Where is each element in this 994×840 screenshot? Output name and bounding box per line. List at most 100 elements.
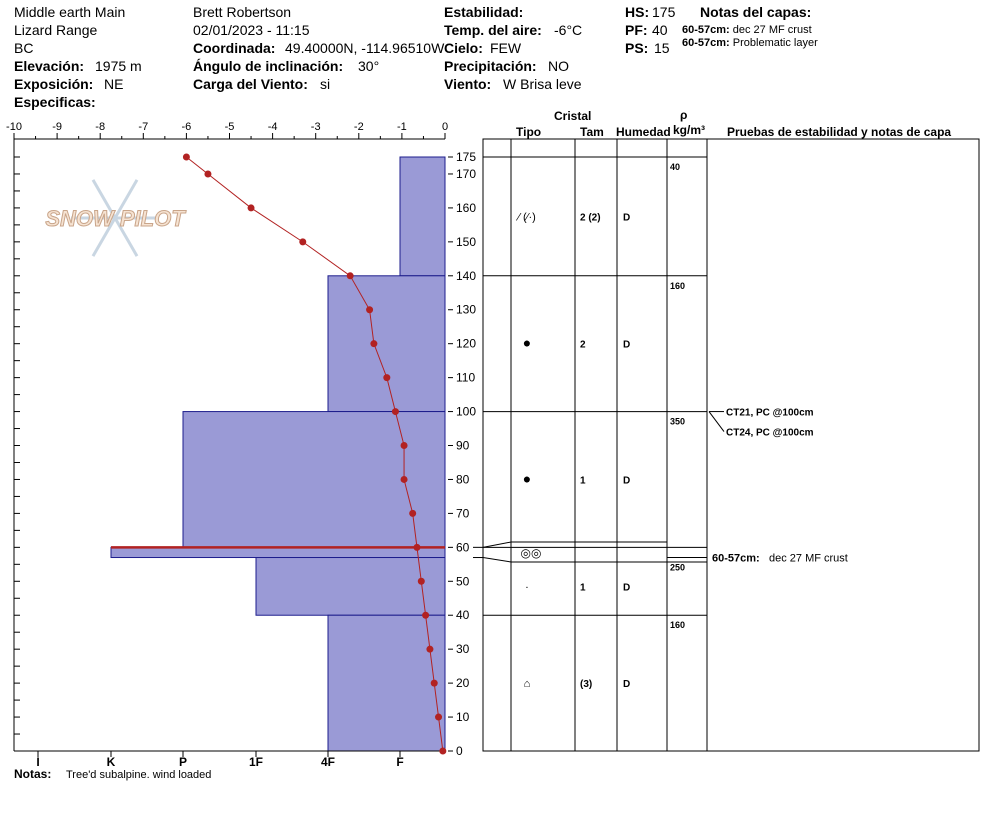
- height-tick-label: 130: [456, 303, 476, 317]
- moisture-value: D: [623, 582, 630, 593]
- wind-load-value: si: [320, 76, 331, 92]
- aspect-value: NE: [104, 76, 124, 92]
- layer-note-text: Problematic layer: [732, 37, 818, 49]
- height-tick-label: 70: [456, 506, 470, 520]
- small-rounds-dot: ·: [525, 581, 529, 593]
- stability-test-label: CT24, PC @100cm: [726, 428, 814, 439]
- height-tick-label: 120: [456, 337, 476, 351]
- notes-label: Notas:: [14, 767, 52, 781]
- type-header: Tipo: [516, 125, 542, 139]
- hardness-tick-label: P: [179, 755, 187, 769]
- temp-tick-label: -4: [268, 121, 278, 133]
- slope-label: Ángulo de inclinación:: [193, 58, 344, 74]
- temperature-point: [400, 475, 408, 483]
- temp-tick-label: -9: [52, 121, 62, 133]
- density-value: 160: [670, 620, 685, 630]
- logo-snowflake-arm: [91, 217, 117, 257]
- crust-connector-bottom: [482, 557, 512, 563]
- ps-value: 15: [654, 40, 670, 56]
- location-name: Middle earth Main: [14, 4, 126, 20]
- grain-size-value: (3): [580, 679, 592, 690]
- moisture-value: D: [623, 475, 630, 486]
- specifics-label: Especificas:: [14, 94, 96, 110]
- elevation-label: Elevación:: [14, 58, 85, 74]
- air-temp-label: Temp. del aire:: [444, 22, 542, 38]
- height-tick-label: 100: [456, 405, 476, 419]
- temperature-point: [435, 713, 443, 721]
- crust-connector-top: [482, 541, 512, 548]
- range-name: Lizard Range: [14, 22, 98, 38]
- height-tick-label: 50: [456, 574, 470, 588]
- faceted-grains-symbol: ⌂: [524, 678, 531, 690]
- height-tick-label: 90: [456, 439, 470, 453]
- density-value: 160: [670, 281, 685, 291]
- ps-label: PS:: [625, 40, 649, 56]
- hardness-tick-label: 1F: [249, 755, 263, 769]
- height-tick-label: 170: [456, 167, 476, 181]
- height-tick-label: 20: [456, 676, 470, 690]
- hardness-bar: [110, 546, 446, 559]
- wind-value: W Brisa leve: [503, 76, 582, 92]
- precip-label: Precipitación:: [444, 58, 537, 74]
- tests-header: Pruebas de estabilidad y notas de capa: [727, 125, 952, 139]
- layer-note-range: 60-57cm:: [682, 24, 730, 36]
- temperature-point: [426, 645, 434, 653]
- height-tick-label: 40: [456, 608, 470, 622]
- moisture-value: D: [623, 340, 630, 351]
- hardness-bar: [327, 275, 446, 413]
- rho-header: ρ: [680, 108, 688, 122]
- temp-tick-label: -3: [311, 121, 321, 133]
- layer-table-frame: [482, 138, 980, 752]
- size-header: Tam: [580, 125, 604, 139]
- observation-datetime: 02/01/2023 - 11:15: [193, 22, 310, 38]
- slope-value: 30°: [358, 58, 380, 74]
- height-tick-label: 150: [456, 235, 476, 249]
- density-value: 250: [670, 563, 685, 573]
- hardness-tick-label: K: [107, 755, 116, 769]
- logo-snowflake-arm: [113, 217, 139, 257]
- hardness-bar: [327, 614, 446, 752]
- temperature-point: [391, 408, 399, 416]
- temp-tick-label: -8: [95, 121, 105, 133]
- precip-value: NO: [548, 58, 569, 74]
- annotation-text: dec 27 MF crust: [769, 553, 848, 565]
- temp-tick-label: -2: [354, 121, 364, 133]
- density-value: 40: [670, 162, 680, 172]
- coord-label: Coordinada:: [193, 40, 276, 56]
- moisture-value: D: [623, 679, 630, 690]
- elevation-value: 1975 m: [95, 58, 142, 74]
- temp-tick-label: -10: [6, 121, 22, 133]
- temperature-point: [370, 340, 378, 348]
- grain-size-value: 1: [580, 582, 586, 593]
- melt-freeze-crust-symbol: ◎◎: [521, 546, 542, 560]
- temperature-point: [383, 374, 391, 382]
- aspect-label: Exposición:: [14, 76, 94, 92]
- height-tick-label: 140: [456, 269, 476, 283]
- temperature-point: [417, 577, 425, 585]
- hardness-bar: [255, 557, 446, 616]
- hardness-tick-label: 4F: [321, 755, 335, 769]
- temp-tick-label: -1: [397, 121, 407, 133]
- temperature-point: [299, 238, 307, 246]
- temperature-point: [182, 153, 190, 161]
- density-value: 350: [670, 417, 685, 427]
- annotation-range: 60-57cm:: [712, 553, 760, 565]
- hardness-tick-label: I: [36, 755, 39, 769]
- rounded-grains-dot: ●: [523, 335, 531, 351]
- layer-note-range: 60-57cm:: [682, 37, 730, 49]
- crystal-header: Cristal: [554, 109, 592, 123]
- temp-tick-label: 0: [442, 121, 448, 133]
- height-tick-label: 175: [456, 150, 476, 164]
- wind-load-label: Carga del Viento:: [193, 76, 308, 92]
- region-name: BC: [14, 40, 34, 56]
- height-tick-label: 30: [456, 642, 470, 656]
- temp-tick-label: -5: [225, 121, 235, 133]
- hs-label: HS:: [625, 4, 650, 20]
- rounded-grains-dot: ●: [523, 470, 531, 486]
- observer-name: Brett Robertson: [193, 4, 292, 20]
- height-tick-label: 10: [456, 710, 470, 724]
- grain-size-value: 1: [580, 475, 586, 486]
- wind-label: Viento:: [444, 76, 492, 92]
- temperature-point: [204, 170, 212, 178]
